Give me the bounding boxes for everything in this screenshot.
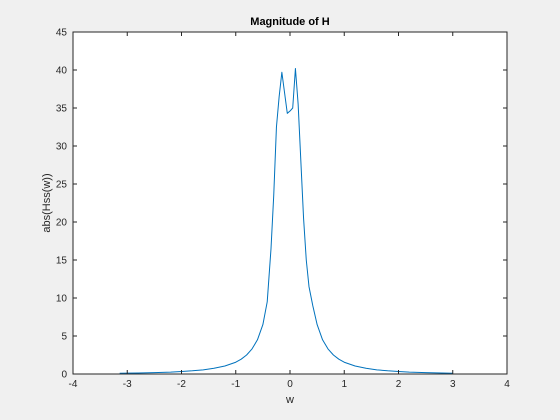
x-tick-label: -3 [123,379,132,390]
y-tick-label: 5 [61,332,67,343]
x-axis-label: w [285,394,294,406]
x-tick-label: -4 [69,379,78,390]
x-tick-label: -1 [231,379,240,390]
series-line-0 [119,67,453,374]
x-tick-label: 3 [450,379,456,390]
y-tick-label: 15 [56,256,68,267]
x-tick-label: 4 [504,379,510,390]
plot-lines [119,67,453,374]
x-tick-label: 0 [287,379,293,390]
y-tick-label: 45 [56,28,68,39]
ticks [72,31,508,375]
chart-title: Magnitude of H [250,16,329,28]
y-tick-label: 0 [61,370,67,381]
y-tick-label: 40 [56,66,68,77]
y-tick-label: 20 [56,218,68,229]
y-tick-label: 25 [56,180,68,191]
x-tick-label: -2 [177,379,186,390]
y-axis-label: abs(Hss(w)) [41,173,53,232]
x-tick-label: 2 [396,379,402,390]
y-tick-label: 10 [56,294,68,305]
y-tick-label: 30 [56,142,68,153]
x-tick-label: 1 [341,379,347,390]
plot-area [73,32,507,374]
y-tick-label: 35 [56,104,68,115]
